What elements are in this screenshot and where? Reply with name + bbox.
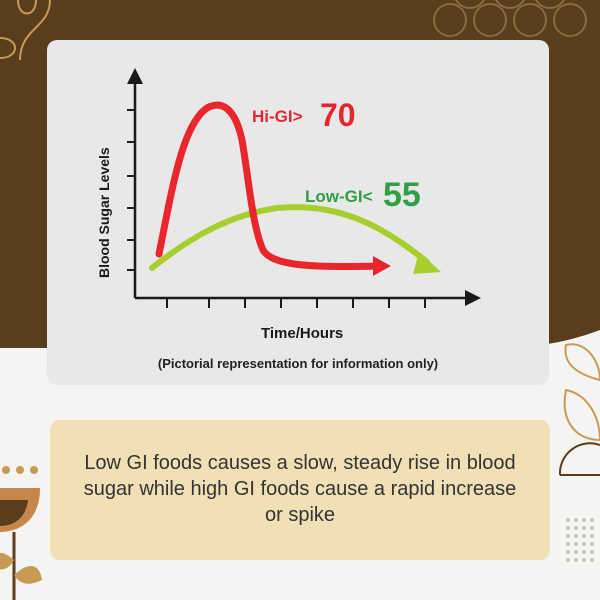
y-axis-arrow [127,68,143,84]
hi-gi-label: Hi-GI> [252,107,303,126]
x-axis-label: Time/Hours [261,325,343,342]
chart-card: Hi-GI> 70 Low-GI< 55 Blood Sugar Levels … [47,40,549,385]
low-gi-curve [149,204,430,271]
glycemic-chart: Hi-GI> 70 Low-GI< 55 Blood Sugar Levels … [96,68,481,342]
low-gi-label: Low-GI< [305,187,373,206]
hi-gi-curve [155,101,383,271]
x-axis-arrow [465,290,481,306]
chart-caption: (Pictorial representation for informatio… [157,356,439,371]
info-box: Low GI foods causes a slow, steady rise … [50,420,550,560]
y-axis-label: Blood Sugar Levels [96,147,112,278]
hi-gi-value: 70 [320,97,356,133]
x-axis-ticks [166,298,426,308]
info-text: Low GI foods causes a slow, steady rise … [83,452,517,526]
low-gi-arrowhead [413,252,441,274]
low-gi-value: 55 [383,176,421,214]
y-axis-ticks [127,109,135,271]
hi-gi-arrowhead [373,256,391,276]
